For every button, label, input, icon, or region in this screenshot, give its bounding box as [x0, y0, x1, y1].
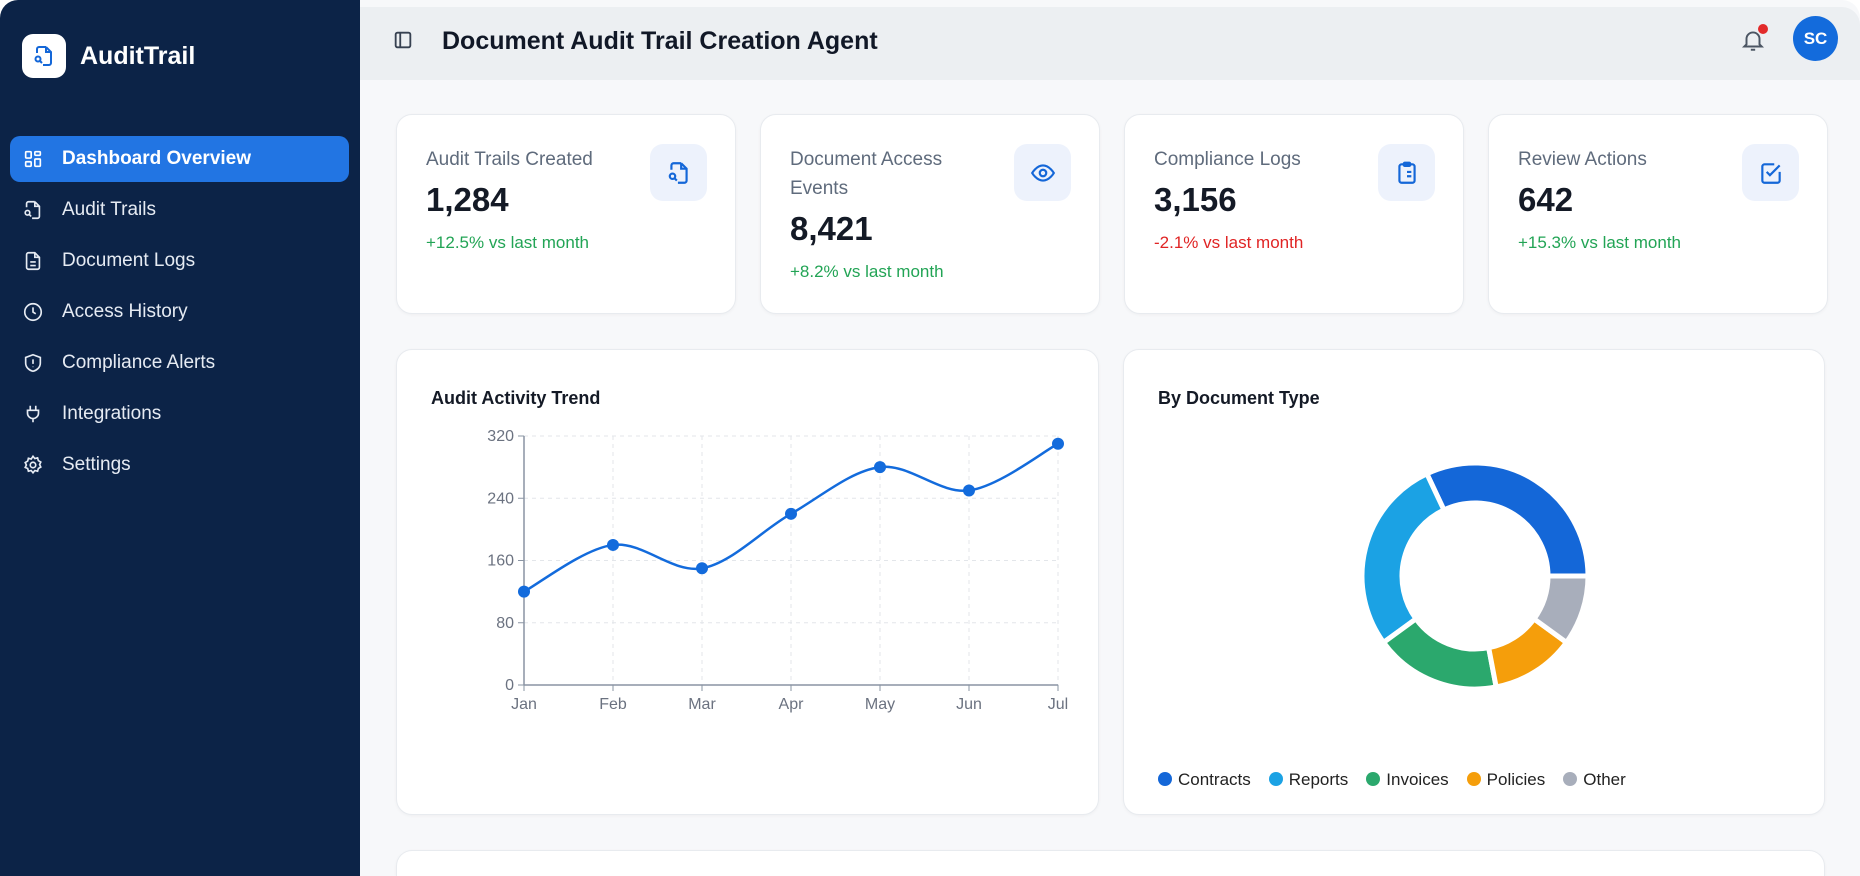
- data-point[interactable]: [518, 585, 530, 598]
- sidebar-item-label: Access History: [62, 301, 188, 322]
- y-tick-label: 240: [487, 490, 514, 507]
- stat-label: Compliance Logs: [1154, 149, 1301, 170]
- shield-alert-icon: [24, 353, 42, 373]
- stat-value: 1,284: [426, 181, 509, 218]
- sidebar-item-dashboard-overview[interactable]: Dashboard Overview: [10, 136, 349, 182]
- clipboard-list-icon: [1378, 144, 1435, 201]
- logo-file-search-icon: [22, 34, 66, 78]
- legend-label: Contracts: [1178, 770, 1251, 789]
- chart-title: By Document Type: [1158, 388, 1320, 408]
- data-point[interactable]: [785, 507, 797, 520]
- stat-card: Compliance Logs 3,156 -2.1% vs last mont…: [1124, 114, 1464, 314]
- legend-swatch: [1466, 772, 1481, 786]
- chart-legend: Contracts Reports Invoices Policies Other: [1158, 770, 1626, 790]
- clock-icon: [23, 302, 43, 322]
- data-point[interactable]: [607, 538, 619, 551]
- donut-slice-reports[interactable]: [1359, 470, 1448, 646]
- y-tick-label: 160: [487, 553, 514, 570]
- y-tick-label: 320: [487, 428, 514, 445]
- top-header: Document Audit Trail Creation Agent SC: [360, 7, 1860, 80]
- donut-slice-contracts[interactable]: [1423, 460, 1591, 579]
- y-tick-label: 0: [505, 677, 514, 694]
- plug-icon: [26, 405, 40, 423]
- stat-card: Document Access Events 8,421 +8.2% vs la…: [760, 114, 1100, 314]
- legend-item[interactable]: Other: [1563, 770, 1626, 790]
- x-tick-label: Mar: [688, 696, 716, 713]
- sidebar: AuditTrail Dashboard Overview Audit Trail…: [0, 0, 360, 876]
- legend-label: Reports: [1288, 770, 1349, 789]
- stat-change: +8.2% vs last month: [790, 262, 944, 281]
- stat-change: +12.5% vs last month: [426, 233, 590, 252]
- stat-value: 8,421: [790, 210, 873, 247]
- sidebar-nav: Dashboard Overview Audit Trails Document L…: [10, 136, 349, 493]
- sidebar-item-compliance-alerts[interactable]: Compliance Alerts: [10, 340, 349, 386]
- sidebar-item-label: Audit Trails: [62, 199, 156, 220]
- dashboard-grid-icon: [24, 150, 42, 168]
- y-tick-label: 80: [496, 615, 514, 632]
- sidebar-toggle-icon[interactable]: [392, 29, 414, 56]
- legend-label: Other: [1583, 770, 1626, 789]
- chart-title: Audit Activity Trend: [431, 388, 601, 408]
- legend-item[interactable]: Reports: [1268, 770, 1349, 790]
- audit-activity-card: Audit Activity Trend 0 80 160 240 320 Jan Feb M…: [396, 349, 1099, 815]
- bell-icon[interactable]: [1740, 27, 1766, 58]
- logo[interactable]: AuditTrail: [22, 34, 195, 78]
- bottom-card: [396, 850, 1825, 876]
- notification-dot: [1758, 24, 1768, 34]
- stat-label: Audit Trails Created: [426, 149, 593, 170]
- donut-chart: [1359, 460, 1591, 692]
- legend-swatch: [1563, 772, 1578, 786]
- sidebar-item-label: Dashboard Overview: [62, 148, 252, 169]
- legend-item[interactable]: Invoices: [1366, 770, 1449, 790]
- legend-swatch: [1366, 772, 1381, 786]
- line-chart: 0 80 160 240 320 Jan Feb Mar Apr May Jun Jul: [487, 428, 1068, 713]
- stat-value: 642: [1518, 181, 1574, 218]
- x-tick-label: Jul: [1048, 696, 1068, 713]
- sidebar-item-settings[interactable]: Settings: [10, 442, 349, 488]
- sidebar-item-label: Integrations: [62, 403, 162, 424]
- legend-item[interactable]: Policies: [1466, 770, 1546, 790]
- avatar[interactable]: SC: [1793, 16, 1838, 61]
- sidebar-item-label: Document Logs: [62, 250, 196, 271]
- x-tick-label: Jun: [956, 696, 982, 713]
- stat-card: Review Actions 642 +15.3% vs last month: [1488, 114, 1828, 314]
- gear-icon: [24, 454, 42, 475]
- page-title: Document Audit Trail Creation Agent: [442, 27, 878, 55]
- legend-label: Invoices: [1386, 770, 1449, 789]
- legend-swatch: [1158, 772, 1172, 786]
- x-tick-label: Jan: [511, 696, 537, 713]
- legend-label: Policies: [1486, 770, 1546, 789]
- legend-swatch: [1268, 772, 1283, 786]
- stat-label: Review Actions: [1518, 149, 1647, 170]
- sidebar-item-label: Compliance Alerts: [62, 352, 216, 373]
- stat-change: +15.3% vs last month: [1518, 233, 1682, 252]
- stat-value: 3,156: [1154, 181, 1237, 218]
- file-text-icon: [25, 251, 41, 271]
- data-point[interactable]: [963, 484, 975, 497]
- eye-icon: [1014, 144, 1071, 201]
- sidebar-item-audit-trails[interactable]: Audit Trails: [10, 187, 349, 233]
- donut-slice-other[interactable]: [1530, 573, 1591, 646]
- x-tick-label: Feb: [599, 696, 627, 713]
- x-tick-label: May: [865, 696, 895, 713]
- stat-label: Document Access Events: [790, 149, 943, 199]
- file-search-icon: [650, 144, 707, 201]
- app-name: AuditTrail: [80, 41, 196, 70]
- check-square-icon: [1742, 144, 1799, 201]
- data-point[interactable]: [1052, 437, 1064, 450]
- sidebar-item-access-history[interactable]: Access History: [10, 289, 349, 335]
- stat-change: -2.1% vs last month: [1154, 233, 1304, 252]
- data-point[interactable]: [696, 562, 708, 575]
- donut-slice-invoices[interactable]: [1380, 615, 1500, 692]
- data-point[interactable]: [874, 461, 886, 474]
- sidebar-item-label: Settings: [62, 454, 131, 475]
- file-search-icon: [24, 200, 41, 220]
- x-tick-label: Apr: [779, 696, 805, 713]
- legend-item[interactable]: Contracts: [1158, 770, 1251, 790]
- sidebar-item-integrations[interactable]: Integrations: [10, 391, 349, 437]
- document-type-card: By Document Type Contracts Reports Invoice…: [1123, 349, 1825, 815]
- sidebar-item-document-logs[interactable]: Document Logs: [10, 238, 349, 284]
- stat-card: Audit Trails Created 1,284 +12.5% vs las…: [396, 114, 736, 314]
